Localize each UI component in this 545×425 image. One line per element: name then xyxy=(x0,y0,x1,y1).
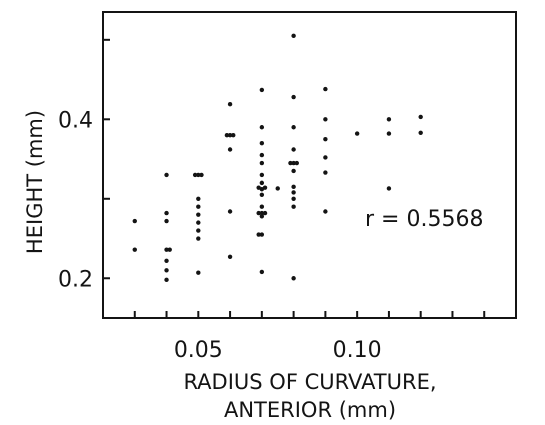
data-point-13 xyxy=(196,212,201,217)
data-point-58 xyxy=(294,160,299,166)
data-point-7 xyxy=(164,268,169,273)
data-point-26 xyxy=(224,132,230,138)
data-point-62 xyxy=(323,136,328,142)
data-point-12 xyxy=(196,204,201,209)
data-point-70 xyxy=(418,114,423,120)
data-point-42 xyxy=(262,185,268,190)
data-point-61 xyxy=(323,117,328,122)
data-points xyxy=(132,33,423,283)
data-point-57 xyxy=(291,276,296,281)
data-point-56 xyxy=(291,204,296,209)
data-point-69 xyxy=(386,186,392,191)
data-point-16 xyxy=(196,236,201,241)
minor-ticks xyxy=(103,38,486,318)
data-point-47 xyxy=(291,33,296,39)
data-point-6 xyxy=(164,258,169,263)
data-point-71 xyxy=(418,130,423,136)
data-point-41 xyxy=(256,185,261,190)
data-point-23 xyxy=(227,209,233,214)
data-point-49 xyxy=(291,125,296,130)
data-point-60 xyxy=(323,86,328,92)
data-point-67 xyxy=(386,117,392,122)
data-point-3 xyxy=(164,210,169,216)
data-point-25 xyxy=(231,132,236,138)
data-point-19 xyxy=(192,172,198,178)
data-point-63 xyxy=(323,155,328,160)
data-point-33 xyxy=(259,180,265,186)
data-point-59 xyxy=(288,160,293,166)
data-point-32 xyxy=(259,172,265,178)
y-tick-label-0: 0.2 xyxy=(58,267,93,292)
data-point-40 xyxy=(259,269,265,275)
data-point-10 xyxy=(196,172,201,178)
data-point-11 xyxy=(196,196,201,201)
data-point-21 xyxy=(227,132,233,138)
data-point-18 xyxy=(199,172,204,178)
data-point-38 xyxy=(259,214,265,219)
data-point-22 xyxy=(227,147,233,152)
data-point-48 xyxy=(291,94,296,100)
data-point-53 xyxy=(291,184,296,190)
data-point-24 xyxy=(227,254,233,259)
data-point-28 xyxy=(259,125,265,130)
data-point-51 xyxy=(291,160,296,166)
x-tick-label-0: 0.05 xyxy=(174,338,223,363)
data-point-29 xyxy=(259,140,265,146)
data-point-35 xyxy=(259,192,265,198)
data-point-65 xyxy=(323,209,328,214)
data-point-17 xyxy=(196,270,201,275)
data-point-55 xyxy=(291,196,296,201)
data-point-68 xyxy=(386,131,392,136)
data-point-46 xyxy=(275,186,280,191)
data-point-0 xyxy=(132,218,137,224)
data-point-31 xyxy=(259,160,265,166)
data-point-50 xyxy=(291,147,296,152)
data-point-37 xyxy=(259,210,265,216)
x-axis-label-line-2: ANTERIOR (mm) xyxy=(224,398,396,422)
data-point-27 xyxy=(259,87,265,93)
data-point-45 xyxy=(256,232,261,237)
data-point-14 xyxy=(196,220,201,225)
data-point-43 xyxy=(256,210,261,216)
data-point-2 xyxy=(164,172,169,178)
data-point-52 xyxy=(291,168,296,174)
data-point-20 xyxy=(227,101,233,107)
x-tick-labels: 0.05 0.10 xyxy=(174,338,382,363)
data-point-15 xyxy=(196,228,201,233)
y-tick-label-1: 0.4 xyxy=(58,108,93,133)
x-tick-label-1: 0.10 xyxy=(333,338,382,363)
data-point-66 xyxy=(354,131,360,136)
data-point-4 xyxy=(164,218,169,224)
plot-frame xyxy=(102,11,517,319)
y-tick-labels: 0.2 0.4 xyxy=(58,108,93,292)
data-point-9 xyxy=(167,247,172,252)
x-axis-label-line-1: RADIUS OF CURVATURE, xyxy=(183,370,436,394)
correlation-annotation: r = 0.5568 xyxy=(365,207,483,232)
data-point-54 xyxy=(291,190,296,195)
data-point-30 xyxy=(259,152,265,158)
data-point-5 xyxy=(164,247,169,252)
data-point-64 xyxy=(323,170,328,175)
data-point-1 xyxy=(132,247,137,252)
y-axis-label: HEIGHT (mm) xyxy=(23,110,47,254)
data-point-44 xyxy=(262,210,268,216)
data-point-8 xyxy=(164,277,169,283)
data-point-39 xyxy=(259,232,265,237)
data-point-36 xyxy=(259,204,265,209)
